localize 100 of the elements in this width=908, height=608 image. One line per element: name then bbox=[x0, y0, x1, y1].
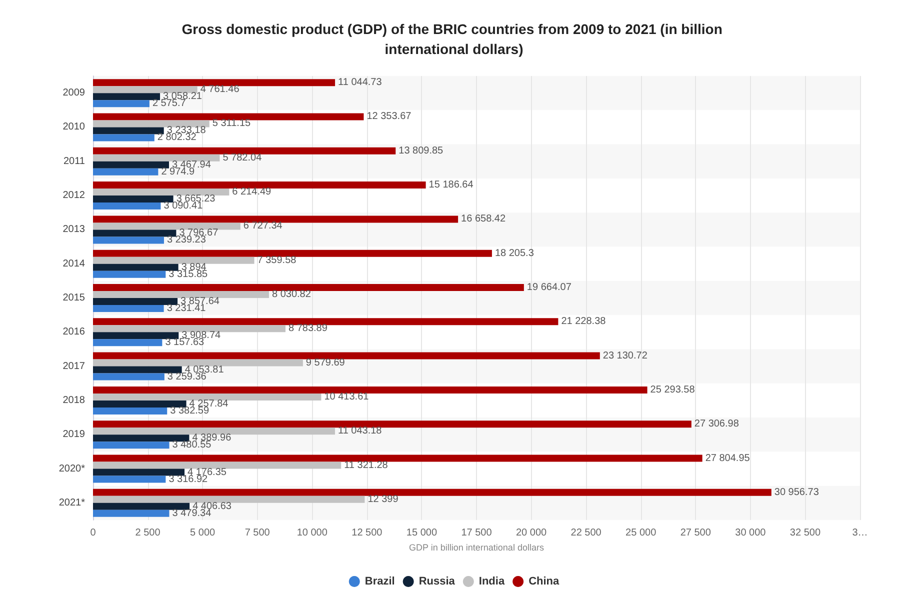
data-label: 11 321.28 bbox=[344, 460, 388, 471]
data-label: 16 658.42 bbox=[461, 214, 506, 225]
bar bbox=[93, 79, 336, 86]
y-tick-label: 2014 bbox=[62, 258, 86, 270]
bar bbox=[93, 222, 240, 230]
x-tick-label: 3… bbox=[852, 528, 868, 538]
bar bbox=[93, 305, 164, 312]
y-tick-label: 2016 bbox=[62, 326, 86, 338]
bar bbox=[93, 216, 458, 223]
data-label: 30 956.73 bbox=[774, 486, 820, 498]
bar bbox=[93, 134, 154, 142]
data-label: 27 804.95 bbox=[705, 452, 750, 464]
x-tick-label: 7 500 bbox=[244, 528, 270, 538]
x-tick-label: 12 500 bbox=[352, 528, 383, 538]
x-tick-label: 0 bbox=[90, 528, 96, 538]
bar bbox=[93, 182, 426, 189]
bar bbox=[93, 147, 396, 154]
data-label: 7 359.58 bbox=[257, 254, 297, 266]
y-tick-label: 2020* bbox=[58, 463, 86, 474]
bar bbox=[93, 100, 150, 108]
y-tick-label: 2013 bbox=[62, 224, 86, 236]
bar bbox=[93, 434, 190, 442]
bar bbox=[93, 496, 365, 503]
x-tick-label: 2 500 bbox=[135, 528, 161, 538]
data-label: 5 782.04 bbox=[222, 152, 262, 164]
x-tick-label: 32 500 bbox=[790, 528, 821, 538]
y-tick-label: 2015 bbox=[62, 292, 86, 304]
y-tick-label: 2017 bbox=[62, 360, 86, 372]
bar bbox=[93, 230, 176, 237]
data-label: 6 214.49 bbox=[232, 186, 272, 198]
y-tick-label: 2018 bbox=[62, 394, 86, 406]
bar bbox=[93, 488, 772, 496]
bar bbox=[93, 359, 303, 366]
data-label: 21 228.38 bbox=[561, 316, 606, 328]
x-axis-title: GDP in billion international dollars bbox=[409, 542, 544, 552]
data-label: 11 043.18 bbox=[338, 426, 382, 437]
y-tick-label: 2012 bbox=[62, 190, 86, 202]
bar bbox=[93, 332, 179, 340]
bar bbox=[93, 442, 170, 449]
bar bbox=[93, 298, 178, 305]
bar bbox=[93, 352, 600, 360]
bar bbox=[93, 386, 648, 394]
bar bbox=[93, 264, 178, 271]
bar bbox=[93, 202, 161, 210]
data-label: 4 761.46 bbox=[200, 84, 240, 96]
bar bbox=[93, 454, 702, 462]
bar bbox=[93, 510, 170, 517]
bar bbox=[93, 373, 164, 380]
chart-title: Gross domestic product (GDP) of the BRIC countries from 2009 to 2021 (in billion international dollars) bbox=[182, 21, 726, 57]
bar bbox=[93, 420, 692, 428]
bar bbox=[93, 236, 164, 244]
bar bbox=[93, 270, 166, 278]
data-label: 12 353.67 bbox=[366, 111, 412, 122]
x-tick-label: 27 500 bbox=[680, 528, 712, 538]
bar bbox=[93, 113, 364, 120]
data-label: 15 186.64 bbox=[428, 180, 474, 191]
x-tick-label: 17 500 bbox=[461, 528, 492, 538]
data-label: 25 293.58 bbox=[650, 384, 696, 396]
bar bbox=[93, 366, 182, 374]
legend-label: Brazil bbox=[364, 576, 395, 588]
data-label: 6 727.34 bbox=[243, 220, 283, 232]
y-tick-label: 2019 bbox=[62, 429, 86, 440]
bar bbox=[93, 154, 220, 162]
x-tick-label: 10 000 bbox=[296, 528, 328, 538]
data-label: 19 664.07 bbox=[526, 282, 572, 293]
x-tick-label: 15 000 bbox=[406, 528, 438, 538]
bar bbox=[93, 86, 198, 94]
y-tick-label: 2011 bbox=[63, 156, 86, 167]
data-label: 5 311.15 bbox=[212, 118, 252, 130]
data-label: 23 130.72 bbox=[602, 350, 648, 362]
bar bbox=[93, 393, 322, 400]
bar bbox=[93, 93, 160, 100]
bar bbox=[93, 468, 185, 476]
bar bbox=[93, 462, 342, 469]
bar bbox=[93, 428, 336, 435]
data-label: 8 030.82 bbox=[272, 289, 312, 300]
y-tick-label: 2010 bbox=[62, 122, 86, 133]
bar bbox=[93, 318, 558, 326]
bar bbox=[93, 400, 186, 408]
bar bbox=[93, 168, 158, 176]
legend-label: China bbox=[528, 576, 560, 588]
bar bbox=[93, 256, 254, 264]
bar bbox=[93, 284, 524, 291]
bar bbox=[93, 476, 166, 483]
bar bbox=[93, 339, 162, 346]
bar bbox=[93, 127, 164, 134]
bar bbox=[93, 325, 286, 332]
x-tick-label: 20 000 bbox=[516, 528, 548, 538]
bar bbox=[93, 188, 230, 196]
data-label: 18 205.3 bbox=[494, 248, 534, 259]
data-label: 13 809.85 bbox=[398, 145, 444, 156]
bar bbox=[93, 502, 190, 510]
legend-label: Russia bbox=[418, 576, 456, 588]
legend-label: India bbox=[478, 576, 506, 588]
y-tick-label: 2021* bbox=[58, 497, 86, 508]
x-tick-label: 30 000 bbox=[735, 528, 766, 538]
data-label: 27 306.98 bbox=[694, 418, 740, 430]
bar bbox=[93, 291, 269, 298]
data-label: 10 413.61 bbox=[324, 391, 370, 402]
data-label: 9 579.69 bbox=[306, 357, 346, 368]
